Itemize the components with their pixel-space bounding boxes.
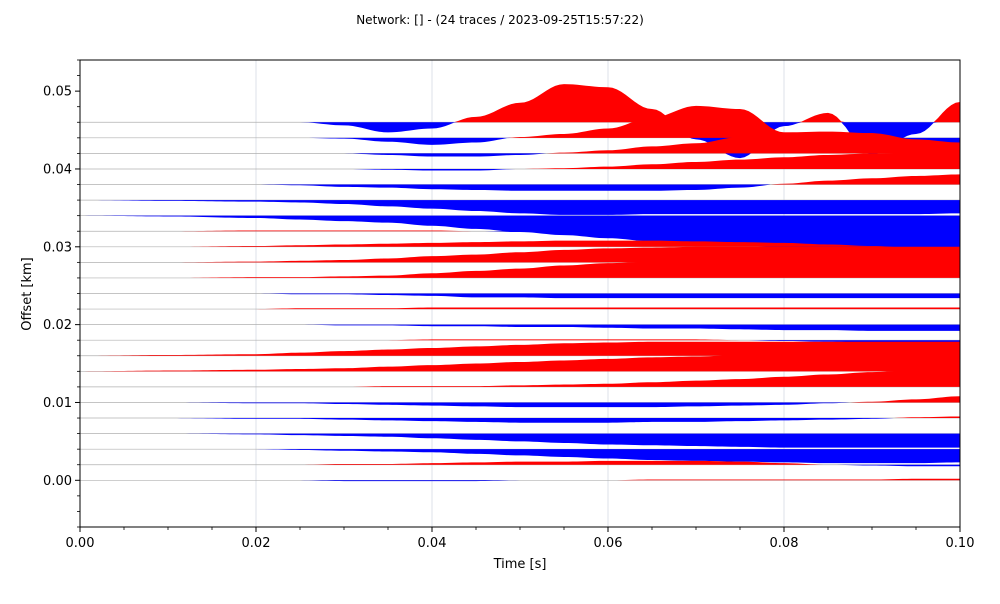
trace-positive-fill — [80, 174, 960, 185]
y-tick-label: 0.05 — [43, 85, 72, 100]
trace-positive-fill — [80, 478, 960, 481]
trace-positive-fill — [80, 307, 960, 310]
trace-negative-fill — [80, 153, 960, 157]
trace-negative-fill — [80, 433, 960, 448]
trace-positive-fill — [80, 460, 960, 465]
y-tick-label: 0.02 — [43, 318, 72, 333]
x-tick-label: 0.08 — [770, 536, 799, 551]
chart-title: Network: [] - (24 traces / 2023-09-25T15… — [356, 13, 644, 27]
trace-positive-fill — [80, 253, 960, 278]
trace-positive-fill — [80, 240, 960, 247]
trace-negative-fill — [80, 340, 960, 345]
trace-positive-fill — [80, 151, 960, 169]
y-tick-label: 0.00 — [43, 474, 72, 489]
trace-positive-fill — [80, 131, 960, 154]
x-tick-label: 0.00 — [66, 536, 95, 551]
trace-positive-fill — [80, 341, 960, 356]
x-tick-label: 0.02 — [242, 536, 271, 551]
trace-positive-fill — [80, 352, 960, 372]
x-tick-label: 0.10 — [946, 536, 975, 551]
trace-negative-fill — [80, 324, 960, 331]
trace-negative-fill — [80, 418, 960, 423]
trace-negative-fill — [80, 184, 960, 191]
trace-positive-fill — [80, 339, 960, 341]
trace-negative-fill — [80, 200, 960, 215]
trace-negative-fill — [80, 449, 960, 464]
y-tick-label: 0.04 — [43, 162, 72, 177]
y-tick-label: 0.03 — [43, 240, 72, 255]
x-tick-label: 0.06 — [594, 536, 623, 551]
trace-positive-fill — [80, 105, 960, 138]
trace-positive-fill — [80, 396, 960, 403]
trace-positive-fill — [80, 84, 960, 123]
y-axis-label: Offset [km] — [20, 257, 35, 331]
trace-fills — [80, 84, 960, 482]
trace-negative-fill — [80, 402, 960, 408]
x-axis-label: Time [s] — [493, 557, 547, 572]
y-tick-label: 0.01 — [43, 396, 72, 411]
trace-negative-fill — [80, 293, 960, 299]
trace-positive-fill — [80, 230, 960, 232]
trace-negative-fill — [80, 215, 960, 251]
trace-negative-fill — [80, 231, 960, 241]
x-tick-label: 0.04 — [418, 536, 447, 551]
trace-positive-fill — [80, 366, 960, 387]
trace-negative-fill — [80, 464, 960, 467]
axis-ticks: 0.00 0.02 0.04 0.06 0.08 0.10 0.00 0.01 0.02 0.03… — [43, 59, 975, 551]
